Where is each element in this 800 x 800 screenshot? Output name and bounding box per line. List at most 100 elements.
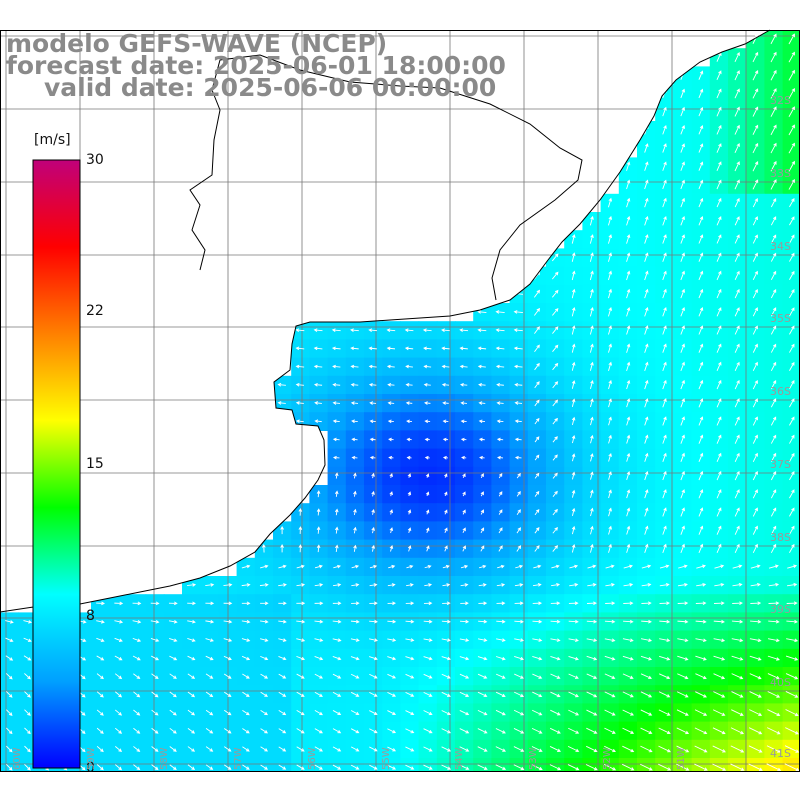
wind-arrow bbox=[278, 583, 287, 587]
wind-arrow bbox=[151, 709, 159, 716]
wind-arrow bbox=[550, 709, 561, 716]
wind-arrow bbox=[314, 401, 322, 405]
wind-arrow bbox=[644, 197, 649, 208]
wind-arrow bbox=[784, 745, 800, 753]
wind-arrow bbox=[23, 655, 32, 661]
wind-arrow bbox=[770, 325, 777, 335]
wind-arrow bbox=[752, 452, 758, 463]
wind-arrow bbox=[770, 124, 777, 136]
wind-arrow bbox=[662, 234, 667, 244]
wind-arrow bbox=[496, 401, 504, 405]
wind-arrow bbox=[676, 727, 690, 735]
lat-label: 40S bbox=[770, 676, 791, 689]
wind-arrow bbox=[766, 763, 782, 771]
wind-arrow bbox=[223, 619, 233, 624]
wind-arrow bbox=[423, 619, 433, 624]
wind-arrow bbox=[260, 709, 269, 716]
wind-arrow bbox=[716, 489, 722, 499]
wind-arrow bbox=[462, 527, 466, 534]
wind-arrow bbox=[551, 289, 559, 298]
wind-arrow bbox=[716, 325, 722, 335]
wind-arrow bbox=[662, 507, 667, 517]
wind-arrow bbox=[714, 601, 725, 606]
wind-arrow bbox=[96, 727, 104, 734]
wind-arrow bbox=[441, 364, 450, 369]
wind-arrow bbox=[242, 709, 250, 716]
wind-arrow bbox=[498, 472, 503, 479]
wind-arrow bbox=[532, 656, 543, 661]
wind-arrow bbox=[461, 455, 467, 460]
lat-label: 32S bbox=[770, 94, 791, 107]
wind-arrow bbox=[680, 106, 685, 117]
wind-cell bbox=[91, 758, 110, 772]
wind-arrow bbox=[387, 728, 397, 734]
wind-arrow bbox=[571, 361, 576, 371]
wind-arrow bbox=[589, 234, 594, 244]
wind-arrow bbox=[732, 601, 743, 606]
wind-arrow bbox=[114, 673, 123, 680]
wind-arrow bbox=[768, 564, 779, 569]
wind-arrow bbox=[770, 398, 777, 408]
coastline bbox=[0, 29, 771, 613]
wind-arrow bbox=[644, 507, 649, 517]
lat-label: 36S bbox=[770, 385, 791, 398]
wind-arrow bbox=[422, 328, 432, 332]
wind-arrow bbox=[589, 288, 594, 299]
wind-arrow bbox=[96, 673, 104, 680]
wind-arrow bbox=[350, 728, 360, 734]
wind-arrow bbox=[242, 691, 250, 697]
wind-arrow bbox=[716, 216, 722, 226]
wind-arrow bbox=[716, 416, 722, 426]
wind-arrow bbox=[442, 419, 449, 424]
wind-arrow bbox=[734, 507, 740, 517]
wind-arrow bbox=[334, 472, 339, 479]
wind-arrow bbox=[316, 544, 321, 553]
wind-arrow bbox=[748, 763, 763, 771]
wind-arrow bbox=[387, 419, 394, 424]
wind-arrow bbox=[698, 416, 704, 426]
wind-arrow bbox=[386, 346, 396, 351]
wind-arrow bbox=[589, 252, 594, 262]
wind-arrow bbox=[168, 601, 178, 606]
wind-arrow bbox=[460, 419, 467, 424]
wind-arrow bbox=[789, 361, 795, 371]
wind-arrow bbox=[713, 673, 726, 680]
wind-arrow bbox=[405, 746, 415, 752]
wind-arrow bbox=[788, 160, 795, 172]
wind-arrow bbox=[786, 582, 798, 587]
wind-arrow bbox=[786, 638, 799, 643]
wind-arrow bbox=[296, 728, 305, 734]
wind-arrow bbox=[205, 728, 214, 734]
wind-arrow bbox=[695, 601, 707, 606]
wind-arrow bbox=[662, 470, 667, 481]
wind-arrow bbox=[789, 416, 795, 426]
wind-arrow bbox=[133, 691, 141, 698]
wind-cell bbox=[418, 758, 438, 772]
wind-arrow bbox=[223, 709, 232, 716]
wind-arrow bbox=[604, 709, 616, 716]
wind-arrow bbox=[784, 763, 800, 772]
wind-arrow bbox=[608, 361, 612, 371]
wind-arrow bbox=[659, 655, 671, 661]
wind-arrow bbox=[567, 764, 580, 771]
wind-arrow bbox=[640, 709, 653, 716]
wind-arrow bbox=[789, 325, 795, 335]
wind-arrow bbox=[423, 346, 432, 351]
wind-arrow bbox=[770, 525, 777, 535]
wind-arrow bbox=[132, 619, 142, 624]
wind-cell bbox=[273, 758, 292, 772]
wind-arrow bbox=[332, 401, 340, 405]
wind-arrow bbox=[571, 270, 576, 281]
wind-arrow bbox=[680, 507, 685, 517]
wind-cell bbox=[400, 758, 420, 772]
wind-arrow bbox=[532, 691, 543, 698]
wind-arrow bbox=[477, 673, 488, 679]
wind-cell bbox=[291, 758, 310, 772]
wind-arrow bbox=[605, 601, 616, 606]
wind-arrow bbox=[752, 361, 758, 372]
wind-arrow bbox=[552, 545, 559, 552]
wind-arrow bbox=[350, 656, 360, 661]
wind-arrow bbox=[350, 691, 360, 697]
lon-label: 53W bbox=[528, 747, 539, 770]
wind-arrow bbox=[750, 564, 761, 569]
